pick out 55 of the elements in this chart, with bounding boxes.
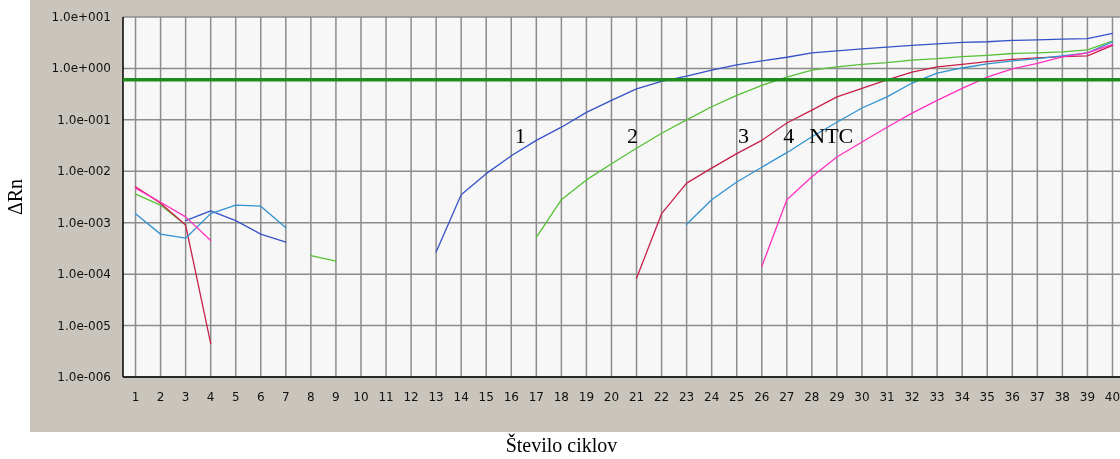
x-axis-title: Število ciklov bbox=[505, 433, 618, 456]
x-tick-label: 7 bbox=[282, 390, 290, 404]
x-tick-label: 12 bbox=[403, 390, 419, 404]
x-tick-label: 16 bbox=[503, 390, 519, 404]
x-tick-label: 35 bbox=[979, 390, 995, 404]
y-tick-label: 1.0e-006 bbox=[57, 370, 111, 384]
x-tick-label: 18 bbox=[553, 390, 570, 404]
y-tick-label: 1.0e-004 bbox=[57, 267, 111, 282]
x-tick-label: 9 bbox=[332, 390, 340, 404]
x-tick-label: 21 bbox=[628, 390, 645, 404]
x-tick-label: 29 bbox=[829, 390, 845, 404]
y-tick-label: 1.0e+000 bbox=[51, 61, 111, 76]
series-label: NTC bbox=[809, 123, 854, 149]
y-axis-title: ΔRn bbox=[4, 178, 26, 216]
x-tick-label: 13 bbox=[428, 390, 444, 404]
x-tick-label: 20 bbox=[603, 390, 620, 404]
x-tick-label: 26 bbox=[754, 390, 770, 404]
x-tick-label: 40 bbox=[1104, 390, 1120, 404]
series-label: 2 bbox=[627, 123, 639, 149]
x-tick-label: 6 bbox=[256, 390, 265, 404]
x-tick-label: 31 bbox=[879, 390, 895, 404]
y-tick-label: 1.0e-003 bbox=[57, 215, 111, 230]
x-tick-label: 15 bbox=[478, 390, 494, 404]
x-tick-label: 5 bbox=[231, 390, 240, 404]
x-tick-label: 34 bbox=[954, 390, 970, 404]
y-tick-label: 1.0e-001 bbox=[57, 112, 111, 127]
series-label: 3 bbox=[737, 123, 749, 149]
x-tick-label: 39 bbox=[1079, 390, 1096, 404]
x-tick-label: 24 bbox=[704, 390, 720, 404]
x-tick-label: 4 bbox=[206, 390, 215, 404]
x-tick-label: 23 bbox=[678, 390, 695, 404]
x-tick-label: 27 bbox=[779, 390, 795, 404]
x-tick-label: 33 bbox=[929, 390, 945, 404]
x-tick-label: 30 bbox=[854, 390, 870, 404]
x-tick-label: 32 bbox=[904, 390, 920, 404]
series-label: 4 bbox=[783, 123, 795, 149]
x-tick-label: 1 bbox=[131, 390, 140, 404]
x-tick-label: 36 bbox=[1004, 390, 1020, 404]
x-tick-label: 17 bbox=[528, 390, 544, 404]
x-tick-label: 38 bbox=[1054, 390, 1071, 404]
x-tick-label: 25 bbox=[729, 390, 745, 404]
x-tick-label: 10 bbox=[353, 390, 369, 404]
x-tick-label: 19 bbox=[578, 390, 595, 404]
series-label: 1 bbox=[514, 123, 526, 149]
x-tick-label: 11 bbox=[378, 390, 394, 404]
y-tick-label: 1.0e-002 bbox=[57, 164, 111, 179]
y-tick-label: 1.0e-005 bbox=[57, 318, 111, 333]
x-tick-label: 14 bbox=[453, 390, 469, 404]
x-tick-label: 2 bbox=[156, 390, 165, 404]
x-tick-label: 8 bbox=[307, 390, 315, 404]
y-tick-label: 1.0e+001 bbox=[51, 10, 111, 24]
x-tick-label: 3 bbox=[181, 390, 190, 404]
x-tick-label: 22 bbox=[653, 390, 670, 404]
x-tick-label: 37 bbox=[1029, 390, 1045, 404]
x-tick-label: 28 bbox=[804, 390, 820, 404]
